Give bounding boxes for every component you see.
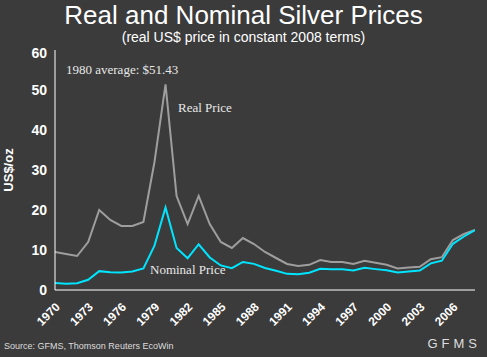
html-text:1980 average: $51.43: 1980 average: $51.43 — [66, 62, 179, 77]
svg-text:2000: 2000 — [366, 300, 395, 329]
svg-text:1988: 1988 — [233, 300, 262, 329]
svg-text:30: 30 — [31, 162, 47, 178]
html-text:Nominal Price: Nominal Price — [150, 262, 226, 277]
svg-text:1997: 1997 — [332, 300, 361, 329]
svg-text:1991: 1991 — [266, 300, 295, 329]
svg-text:1970: 1970 — [34, 300, 63, 329]
html-text:Real and Nominal Silver Prices: Real and Nominal Silver Prices — [64, 0, 423, 30]
svg-text:1994: 1994 — [299, 300, 328, 329]
svg-text:1973: 1973 — [67, 300, 96, 329]
svg-text:20: 20 — [31, 202, 47, 218]
svg-text:1976: 1976 — [100, 300, 129, 329]
html-text:(real US$ price in constant 20: (real US$ price in constant 2008 terms) — [121, 29, 366, 45]
html-text:Real Price: Real Price — [178, 100, 232, 115]
svg-text:2003: 2003 — [399, 300, 428, 329]
html-text:Source: GFMS, Thomson Reuters: Source: GFMS, Thomson Reuters EcoWin — [4, 341, 174, 351]
svg-text:40: 40 — [31, 122, 47, 138]
svg-text:1982: 1982 — [167, 300, 196, 329]
svg-text:0: 0 — [39, 282, 47, 298]
svg-text:60: 60 — [31, 45, 47, 61]
svg-text:50: 50 — [31, 82, 47, 98]
svg-text:1985: 1985 — [200, 300, 229, 329]
html-text:GFMS: GFMS — [427, 336, 481, 351]
svg-text:2006: 2006 — [432, 300, 461, 329]
svg-text:1979: 1979 — [133, 300, 162, 329]
svg-text:10: 10 — [31, 242, 47, 258]
svg-text:US$/oz: US$/oz — [1, 148, 16, 192]
